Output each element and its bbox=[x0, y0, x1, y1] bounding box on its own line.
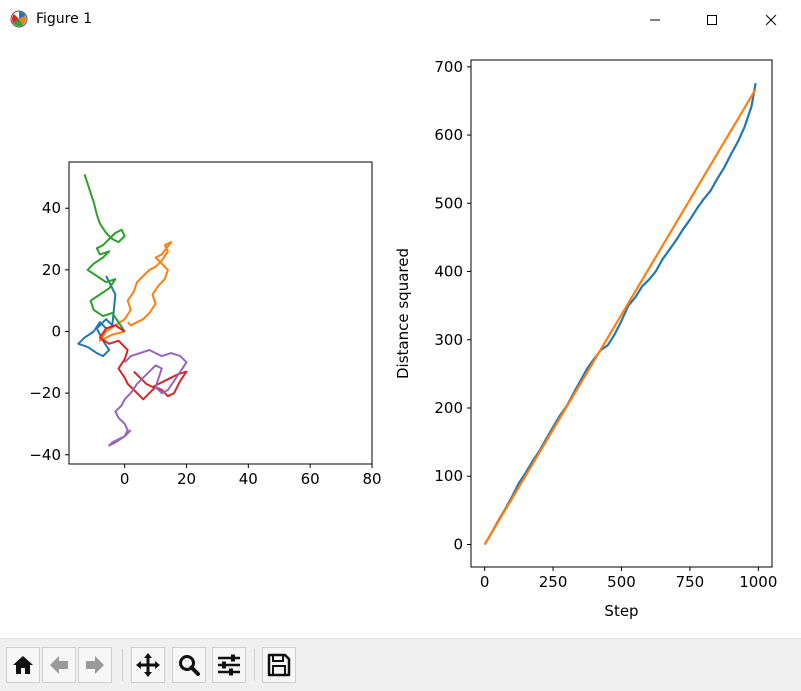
title-bar: Figure 1 bbox=[0, 0, 801, 40]
msd-plot-xtick-label: 750 bbox=[676, 573, 705, 591]
msd-plot-ytick-label: 500 bbox=[434, 194, 463, 212]
pan-move-icon bbox=[136, 653, 160, 677]
walk-plot-xtick-label: 40 bbox=[239, 470, 258, 488]
matplotlib-figure-icon bbox=[10, 10, 28, 28]
walk-plot-ytick-label: −20 bbox=[29, 384, 61, 402]
msd-plot-series-1 bbox=[483, 83, 757, 546]
walk-plot-series-1 bbox=[77, 275, 126, 358]
walk-plot-series-3 bbox=[83, 173, 126, 333]
msd-plot-ytick-label: 100 bbox=[434, 467, 463, 485]
msd-plot-ytick-label: 300 bbox=[434, 331, 463, 349]
toolbar-separator bbox=[122, 649, 123, 681]
zoom-magnifier-icon bbox=[179, 655, 200, 676]
minimize-button[interactable] bbox=[632, 0, 678, 40]
msd-plot-xtick-label: 250 bbox=[539, 573, 568, 591]
close-icon bbox=[765, 14, 777, 26]
home-button[interactable] bbox=[6, 647, 40, 683]
msd-plot-xtick-label: 500 bbox=[607, 573, 636, 591]
walk-plot-ytick-label: −40 bbox=[29, 446, 61, 464]
msd-plot-xlabel: Step bbox=[604, 602, 638, 620]
minimize-icon bbox=[650, 19, 660, 21]
save-disk-icon bbox=[267, 653, 291, 677]
walk-plot-ytick-label: 20 bbox=[42, 261, 61, 279]
msd-plot-xtick-label: 1000 bbox=[739, 573, 777, 591]
msd-plot-ytick-label: 400 bbox=[434, 263, 463, 281]
walk-plot-xtick-label: 80 bbox=[362, 470, 381, 488]
home-icon bbox=[13, 656, 33, 674]
walk-plot-ytick-label: 40 bbox=[42, 199, 61, 217]
msd-plot-series-2 bbox=[483, 88, 757, 546]
figure-canvas[interactable]: 0 20 40 60 80 −40 −20 0 20 40 0 250 500 750 1000 0 100 20… bbox=[0, 40, 801, 638]
walk-plot-axes-frame bbox=[68, 161, 373, 465]
maximize-button[interactable] bbox=[689, 0, 735, 40]
close-button[interactable] bbox=[748, 0, 794, 40]
msd-plot-ytick-label: 0 bbox=[453, 535, 463, 553]
sliders-icon bbox=[218, 654, 240, 676]
msd-plot-ytick-label: 600 bbox=[434, 126, 463, 144]
back-arrow-icon bbox=[50, 656, 68, 674]
walk-plot-series-2 bbox=[98, 241, 172, 342]
msd-plot-xtick-label: 0 bbox=[480, 573, 490, 591]
forward-button[interactable] bbox=[78, 647, 112, 683]
window-title: Figure 1 bbox=[36, 11, 93, 27]
walk-plot-xtick-label: 60 bbox=[301, 470, 320, 488]
zoom-button[interactable] bbox=[172, 647, 206, 683]
forward-arrow-icon bbox=[86, 656, 104, 674]
pan-button[interactable] bbox=[131, 647, 165, 683]
walk-plot-series-4 bbox=[98, 324, 188, 401]
walk-plot-series-5 bbox=[108, 349, 188, 447]
navigation-toolbar bbox=[0, 638, 801, 691]
walk-plot-xtick-label: 0 bbox=[120, 470, 130, 488]
save-button[interactable] bbox=[262, 647, 296, 683]
maximize-icon bbox=[707, 15, 717, 25]
walk-plot-xtick-label: 20 bbox=[177, 470, 196, 488]
msd-plot-ylabel: Distance squared bbox=[394, 248, 412, 379]
configure-subplots-button[interactable] bbox=[212, 647, 246, 683]
msd-plot-ytick-label: 700 bbox=[434, 58, 463, 76]
msd-plot-ytick-label: 200 bbox=[434, 399, 463, 417]
back-button[interactable] bbox=[42, 647, 76, 683]
walk-plot-ytick-label: 0 bbox=[51, 322, 61, 340]
toolbar-separator bbox=[254, 649, 255, 681]
